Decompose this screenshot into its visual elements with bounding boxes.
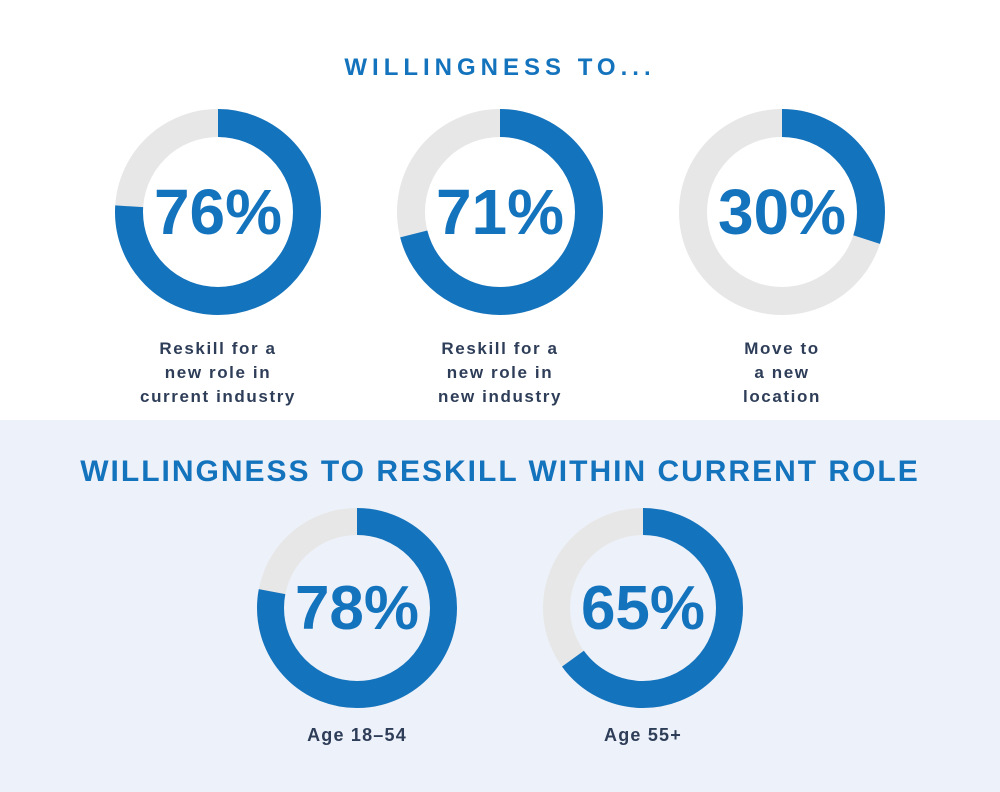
- donut-gauge-icon: [679, 108, 885, 315]
- donut-row-top: 76% Reskill for a new role in current indus…: [0, 108, 1000, 409]
- donut-ring: 30%: [679, 108, 885, 315]
- donut-chart-78pct: 78% Age 18–54: [257, 508, 457, 749]
- donut-percentage-value: 30%: [717, 175, 847, 248]
- donut-chart-65pct: 65% Age 55+: [543, 508, 743, 749]
- donut-ring: 78%: [257, 508, 457, 708]
- willingness-to-title: WILLINGNESS TO...: [344, 54, 656, 81]
- donut-label-line: a new: [754, 362, 810, 382]
- donut-label-line: location: [743, 387, 821, 407]
- donut-label: Age 55+: [604, 723, 682, 749]
- donut-row-bottom: 78% Age 18–54 65% Age 55+: [0, 508, 1000, 749]
- donut-label-line: Reskill for a: [159, 338, 277, 358]
- donut-label: Reskill for a new role in new industry: [438, 337, 562, 409]
- donut-label-line: Age 18–54: [307, 725, 407, 745]
- donut-label-line: current industry: [140, 387, 296, 407]
- donut-label: Move to a new location: [743, 337, 821, 409]
- donut-label-line: Move to: [744, 338, 820, 358]
- donut-gauge-icon: [257, 508, 457, 708]
- donut-label: Age 18–54: [307, 723, 407, 749]
- donut-label-line: new role in: [164, 362, 272, 382]
- donut-ring: 76%: [115, 108, 321, 315]
- donut-percentage-value: 71%: [435, 175, 565, 248]
- donut-ring: 65%: [543, 508, 743, 708]
- donut-percentage-value: 65%: [580, 573, 706, 643]
- donut-chart-30pct: 30% Move to a new location: [679, 108, 885, 409]
- donut-ring: 71%: [397, 108, 603, 315]
- donut-gauge-icon: [543, 508, 743, 708]
- donut-gauge-icon: [115, 108, 321, 315]
- donut-label-line: Age 55+: [604, 725, 682, 745]
- reskill-current-role-title: WILLINGNESS TO RESKILL WITHIN CURRENT RO…: [80, 455, 920, 488]
- donut-label-line: Reskill for a: [441, 338, 559, 358]
- donut-chart-71pct: 71% Reskill for a new role in new industry: [397, 108, 603, 409]
- donut-label: Reskill for a new role in current industry: [140, 337, 296, 409]
- reskill-current-role-section: WILLINGNESS TO RESKILL WITHIN CURRENT RO…: [0, 420, 1000, 792]
- donut-percentage-value: 76%: [153, 175, 283, 248]
- willingness-to-section: WILLINGNESS TO... 76% Reskill for a new ro…: [0, 54, 1000, 409]
- donut-percentage-value: 78%: [294, 573, 420, 643]
- donut-chart-76pct: 76% Reskill for a new role in current indus…: [115, 108, 321, 409]
- donut-label-line: new role in: [446, 362, 554, 382]
- donut-gauge-icon: [397, 108, 603, 315]
- donut-label-line: new industry: [437, 387, 563, 407]
